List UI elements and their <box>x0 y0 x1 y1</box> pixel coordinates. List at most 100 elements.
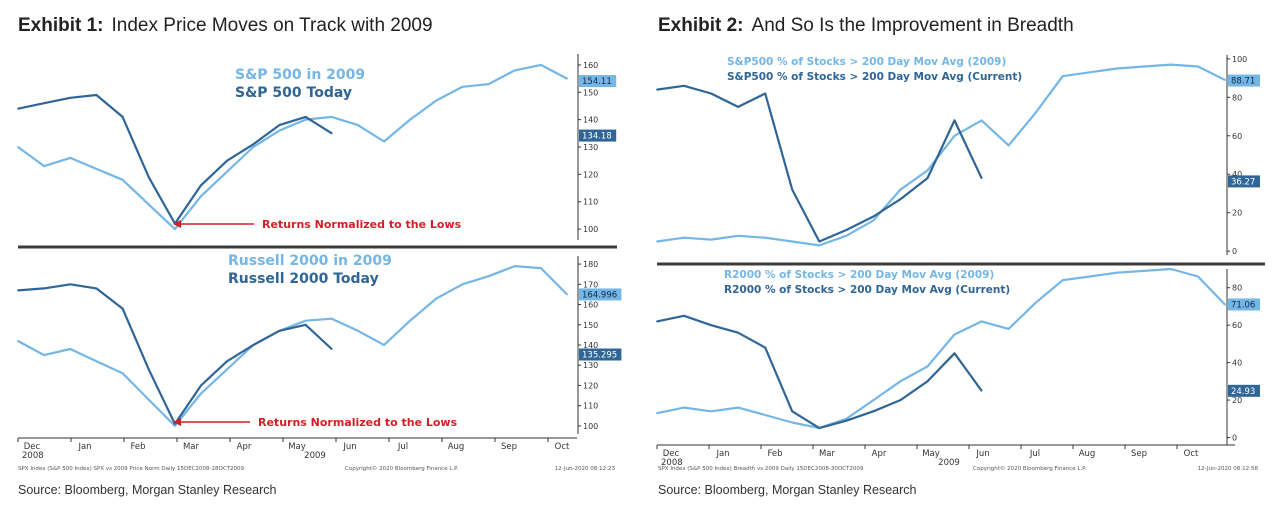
exhibit-1-x-tick-label-may: May <box>288 442 306 452</box>
panel-1-data-point <box>252 143 255 146</box>
panel-1-data-point <box>356 124 359 127</box>
panel-2-data-point <box>173 425 176 427</box>
panel-4-data-point <box>899 380 902 383</box>
panel-3-data-point <box>872 215 875 218</box>
panel-1-data-point <box>539 64 542 66</box>
panel-3-data-point <box>1142 65 1145 68</box>
panel-3-data-point <box>656 240 658 243</box>
panel-2-data-point <box>566 293 568 296</box>
panel-4-data-point <box>1224 303 1226 306</box>
exhibit-1-x-tick-label-aug: Aug <box>448 442 465 452</box>
exhibit-2-x-tick-label-sep: Sep <box>1131 449 1147 459</box>
panel-1-y-tick-label: 110 <box>583 198 598 207</box>
exhibit-2-x-tick-label-apr: Apr <box>872 449 887 459</box>
panel-4-data-point <box>818 427 821 430</box>
panel-3-data-point <box>845 234 848 237</box>
panel-3-y-tick-label: 80 <box>1232 93 1242 102</box>
panel-2-data-point <box>147 368 150 371</box>
panel-1-data-point <box>226 159 229 162</box>
panel-1-last-value-badge <box>579 75 617 88</box>
panel-4-data-point <box>791 410 794 413</box>
panel-1-data-point <box>330 132 333 135</box>
panel-1-data-point <box>69 157 72 159</box>
exhibit-2-footer-right: 12-Jun-2020 08:12:58 <box>1198 466 1259 472</box>
panel-4-last-value-label: 24.93 <box>1231 387 1255 397</box>
panel-3-data-point <box>953 119 956 122</box>
panel-4-legend-2009: R2000 % of Stocks > 200 Day Mov Avg (200… <box>724 269 994 281</box>
panel-3-data-point <box>737 234 740 237</box>
panel-3-data-point <box>1197 65 1199 68</box>
panel-2-data-point <box>226 368 229 371</box>
exhibit-2-x-tick-label-may: May <box>922 449 940 459</box>
panel-4-y-tick-label: 40 <box>1232 359 1242 368</box>
exhibit-1-x-tick-label-mar: Mar <box>183 442 200 452</box>
panel-2-data-point <box>435 297 438 300</box>
panel-1-data-point <box>121 116 124 118</box>
exhibit-1-x-tick-label-jul: Jul <box>397 442 408 452</box>
exhibit-2-source: Source: Bloomberg, Morgan Stanley Resear… <box>658 483 917 497</box>
panel-3-y-tick-label: 0 <box>1232 247 1237 256</box>
panel-3-data-point <box>764 92 767 95</box>
panel-2-data-point <box>304 319 307 322</box>
panel-2-data-point <box>487 275 490 278</box>
panel-3-data-point <box>656 88 658 91</box>
exhibit-1-top-panel: 100 110 120 130 140 150 160 S&P 500 in 2009 S&P … <box>17 54 617 240</box>
panel-2-data-point <box>121 307 124 310</box>
panel-1-data-point <box>121 178 124 181</box>
panel-2-data-point <box>278 329 281 332</box>
panel-2-data-point <box>461 283 464 286</box>
panel-2-last-value-badge <box>579 288 622 301</box>
exhibit-2-x-tick-label-dec: Dec <box>663 449 680 459</box>
panel-2-data-point <box>95 360 98 363</box>
panel-1-legend-2009: S&P 500 in 2009 <box>235 67 365 83</box>
panel-3-legend-current: S&P500 % of Stocks > 200 Day Mov Avg (Cu… <box>727 71 1022 83</box>
panel-1-data-point <box>461 85 464 88</box>
panel-1-y-tick-label: 120 <box>583 170 598 179</box>
panel-1-data-point <box>147 203 150 206</box>
panel-4-y-tick-label: 60 <box>1232 321 1242 330</box>
panel-1-data-point <box>147 176 150 178</box>
panel-3-data-point <box>791 188 794 191</box>
panel-3-legend-2009: S&P500 % of Stocks > 200 Day Mov Avg (20… <box>727 56 1006 68</box>
exhibit-2-x-tick-label-mar: Mar <box>819 449 836 459</box>
panel-3-data-point <box>926 177 929 179</box>
panel-2-y-tick-label: 130 <box>583 361 598 370</box>
panel-1-data-point <box>566 77 568 80</box>
panel-2-y-tick-label: 140 <box>583 341 598 350</box>
exhibit-2-x-tick-label-feb: Feb <box>767 449 782 459</box>
panel-1-annotation-arrowhead <box>173 220 181 228</box>
exhibit-2-x-year-mid: 2009 <box>938 458 960 468</box>
panel-1-y-tick-label: 140 <box>583 116 598 125</box>
exhibit-2-title-text: And So Is the Improvement in Breadth <box>751 15 1074 36</box>
panel-3-data-point <box>818 240 821 243</box>
exhibit-2-x-axis: Dec Jan Feb Mar Apr May Jun Jul Aug Sep Oct 2008 200… <box>656 444 1235 468</box>
exhibit-2-bottom-panel: 0 20 40 60 80 R2000 % of Stocks > 200 Day Mov… <box>656 267 1260 445</box>
panel-4-data-point <box>1007 328 1010 330</box>
panel-3-data-point <box>1034 111 1037 114</box>
panel-1-data-point <box>304 116 307 118</box>
panel-3-data-point <box>683 84 685 87</box>
panel-2-data-point <box>69 283 72 286</box>
exhibit-2-label: Exhibit 2: <box>658 15 744 36</box>
panel-4-data-point <box>1061 279 1064 282</box>
panel-2-data-point <box>17 289 19 292</box>
panel-4-last-value-badge <box>1228 298 1260 311</box>
panel-1-data-point <box>17 107 19 110</box>
panel-4-data-point <box>953 333 956 336</box>
panel-2-y-tick-label: 160 <box>583 301 598 310</box>
panel-1-data-point <box>409 118 412 121</box>
panel-1-data-point <box>278 124 281 127</box>
exhibit-2: Exhibit 2: And So Is the Improvement in B… <box>640 0 1280 514</box>
exhibit-1-x-tick-label-sep: Sep <box>501 442 517 452</box>
panel-3-data-point <box>737 106 740 108</box>
exhibit-1-x-axis: Dec Jan Feb Mar Apr May Jun Jul Aug Sep Oct 2008 200… <box>17 437 577 461</box>
panel-1-data-point <box>278 129 281 132</box>
panel-3-series-line-2009 <box>656 63 1226 247</box>
panel-1-data-point <box>330 116 333 118</box>
panel-4-data-point <box>1115 271 1118 274</box>
panel-2-annotation-text: Returns Normalized to the Lows <box>258 416 458 429</box>
panel-4-data-point <box>845 417 848 420</box>
panel-2-y-tick-label: 110 <box>583 402 598 411</box>
panel-2-data-point <box>409 319 412 322</box>
panel-3-data-point <box>899 198 902 201</box>
